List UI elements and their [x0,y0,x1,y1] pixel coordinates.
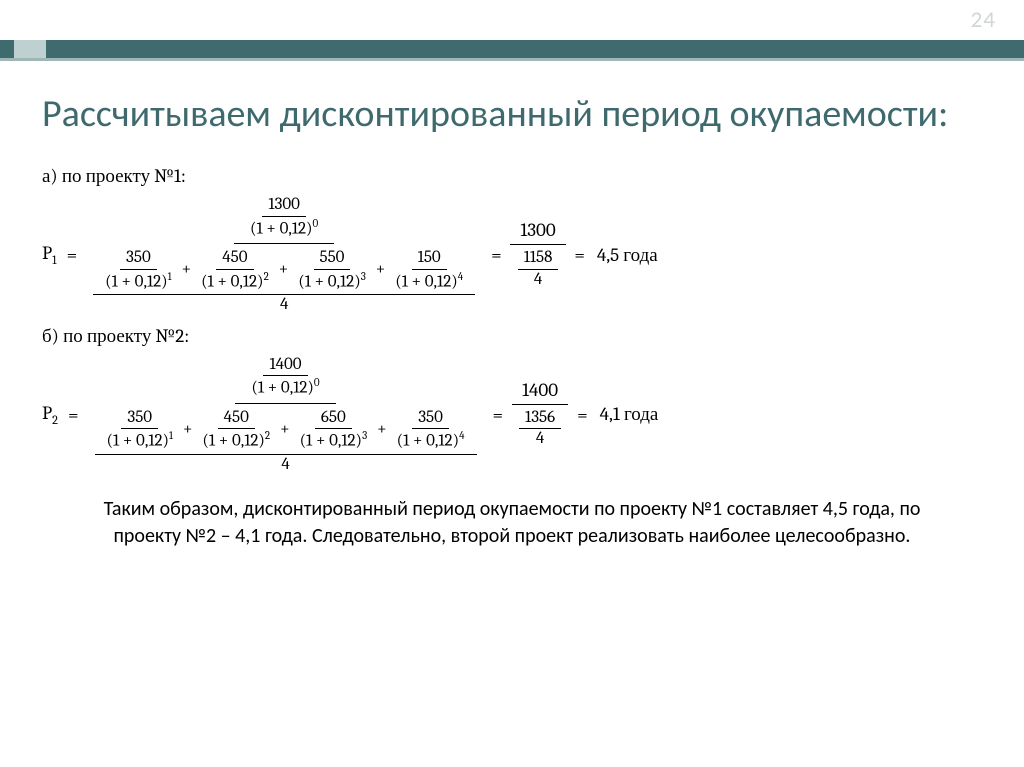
p1-bottom-fraction: 350(1 + 0,12)1+450(1 + 0,12)2+550(1 + 0,… [93,247,475,316]
section-a-label: а) по проекту №1: [42,165,982,188]
p2-symbol: P2 [42,402,62,428]
p1-sum-row: 350(1 + 0,12)1+450(1 + 0,12)2+550(1 + 0,… [93,247,475,295]
term-fraction: 350(1 + 0,12)1 [101,408,180,453]
term-fraction: 650(1 + 0,12)3 [294,408,374,453]
p2-answer: 4,1 года [594,403,659,426]
term-fraction: 350(1 + 0,12)4 [391,408,471,453]
p2-result-fraction: 1400 1356 4 [509,377,571,453]
plus-sign: + [178,260,195,279]
p1-top-fraction: 1300 (1 + 0,12)0 [244,195,324,240]
p2-main-fraction: 1400 (1 + 0,12)0 350(1 + 0,12)1+450(1 + … [85,352,487,479]
page-number: 24 [0,0,1024,40]
slide-title: Рассчитываем дисконтированный период оку… [42,92,982,137]
header-stripe-under [0,58,1024,61]
conclusion-text: Таким образом, дисконтированный период о… [42,496,982,550]
p2-top-fraction: 1400 (1 + 0,12)0 [245,355,325,400]
equals-sign: = [62,404,85,426]
section-b-label: б) по проекту №2: [42,325,982,348]
term-fraction: 450(1 + 0,12)2 [196,408,276,453]
equation-p1: P1 = 1300 (1 + 0,12)0 350(1 + 0,12)1+450… [42,192,982,319]
p1-result-fraction: 1300 1158 4 [508,217,569,293]
header-stripe [0,40,1024,58]
equals-sign: = [571,404,594,426]
term-fraction: 450(1 + 0,12)2 [195,248,275,293]
equals-sign: = [568,244,591,266]
equals-sign: = [487,404,510,426]
plus-sign: + [373,420,390,439]
p2-bottom-fraction: 350(1 + 0,12)1+450(1 + 0,12)2+650(1 + 0,… [95,407,477,476]
p1-symbol: P1 [42,242,61,268]
term-fraction: 550(1 + 0,12)3 [292,248,372,293]
equals-sign: = [61,244,84,266]
plus-sign: + [372,260,389,279]
p1-main-fraction: 1300 (1 + 0,12)0 350(1 + 0,12)1+450(1 + … [83,192,485,319]
p2-sum-row: 350(1 + 0,12)1+450(1 + 0,12)2+650(1 + 0,… [95,407,477,455]
plus-sign: + [275,260,292,279]
term-fraction: 350(1 + 0,12)1 [99,248,178,293]
p1-answer: 4,5 года [591,244,658,267]
term-fraction: 150(1 + 0,12)4 [389,248,469,293]
equals-sign: = [485,244,508,266]
plus-sign: + [179,420,196,439]
plus-sign: + [276,420,293,439]
equation-p2: P2 = 1400 (1 + 0,12)0 350(1 + 0,12)1+450… [42,352,982,479]
